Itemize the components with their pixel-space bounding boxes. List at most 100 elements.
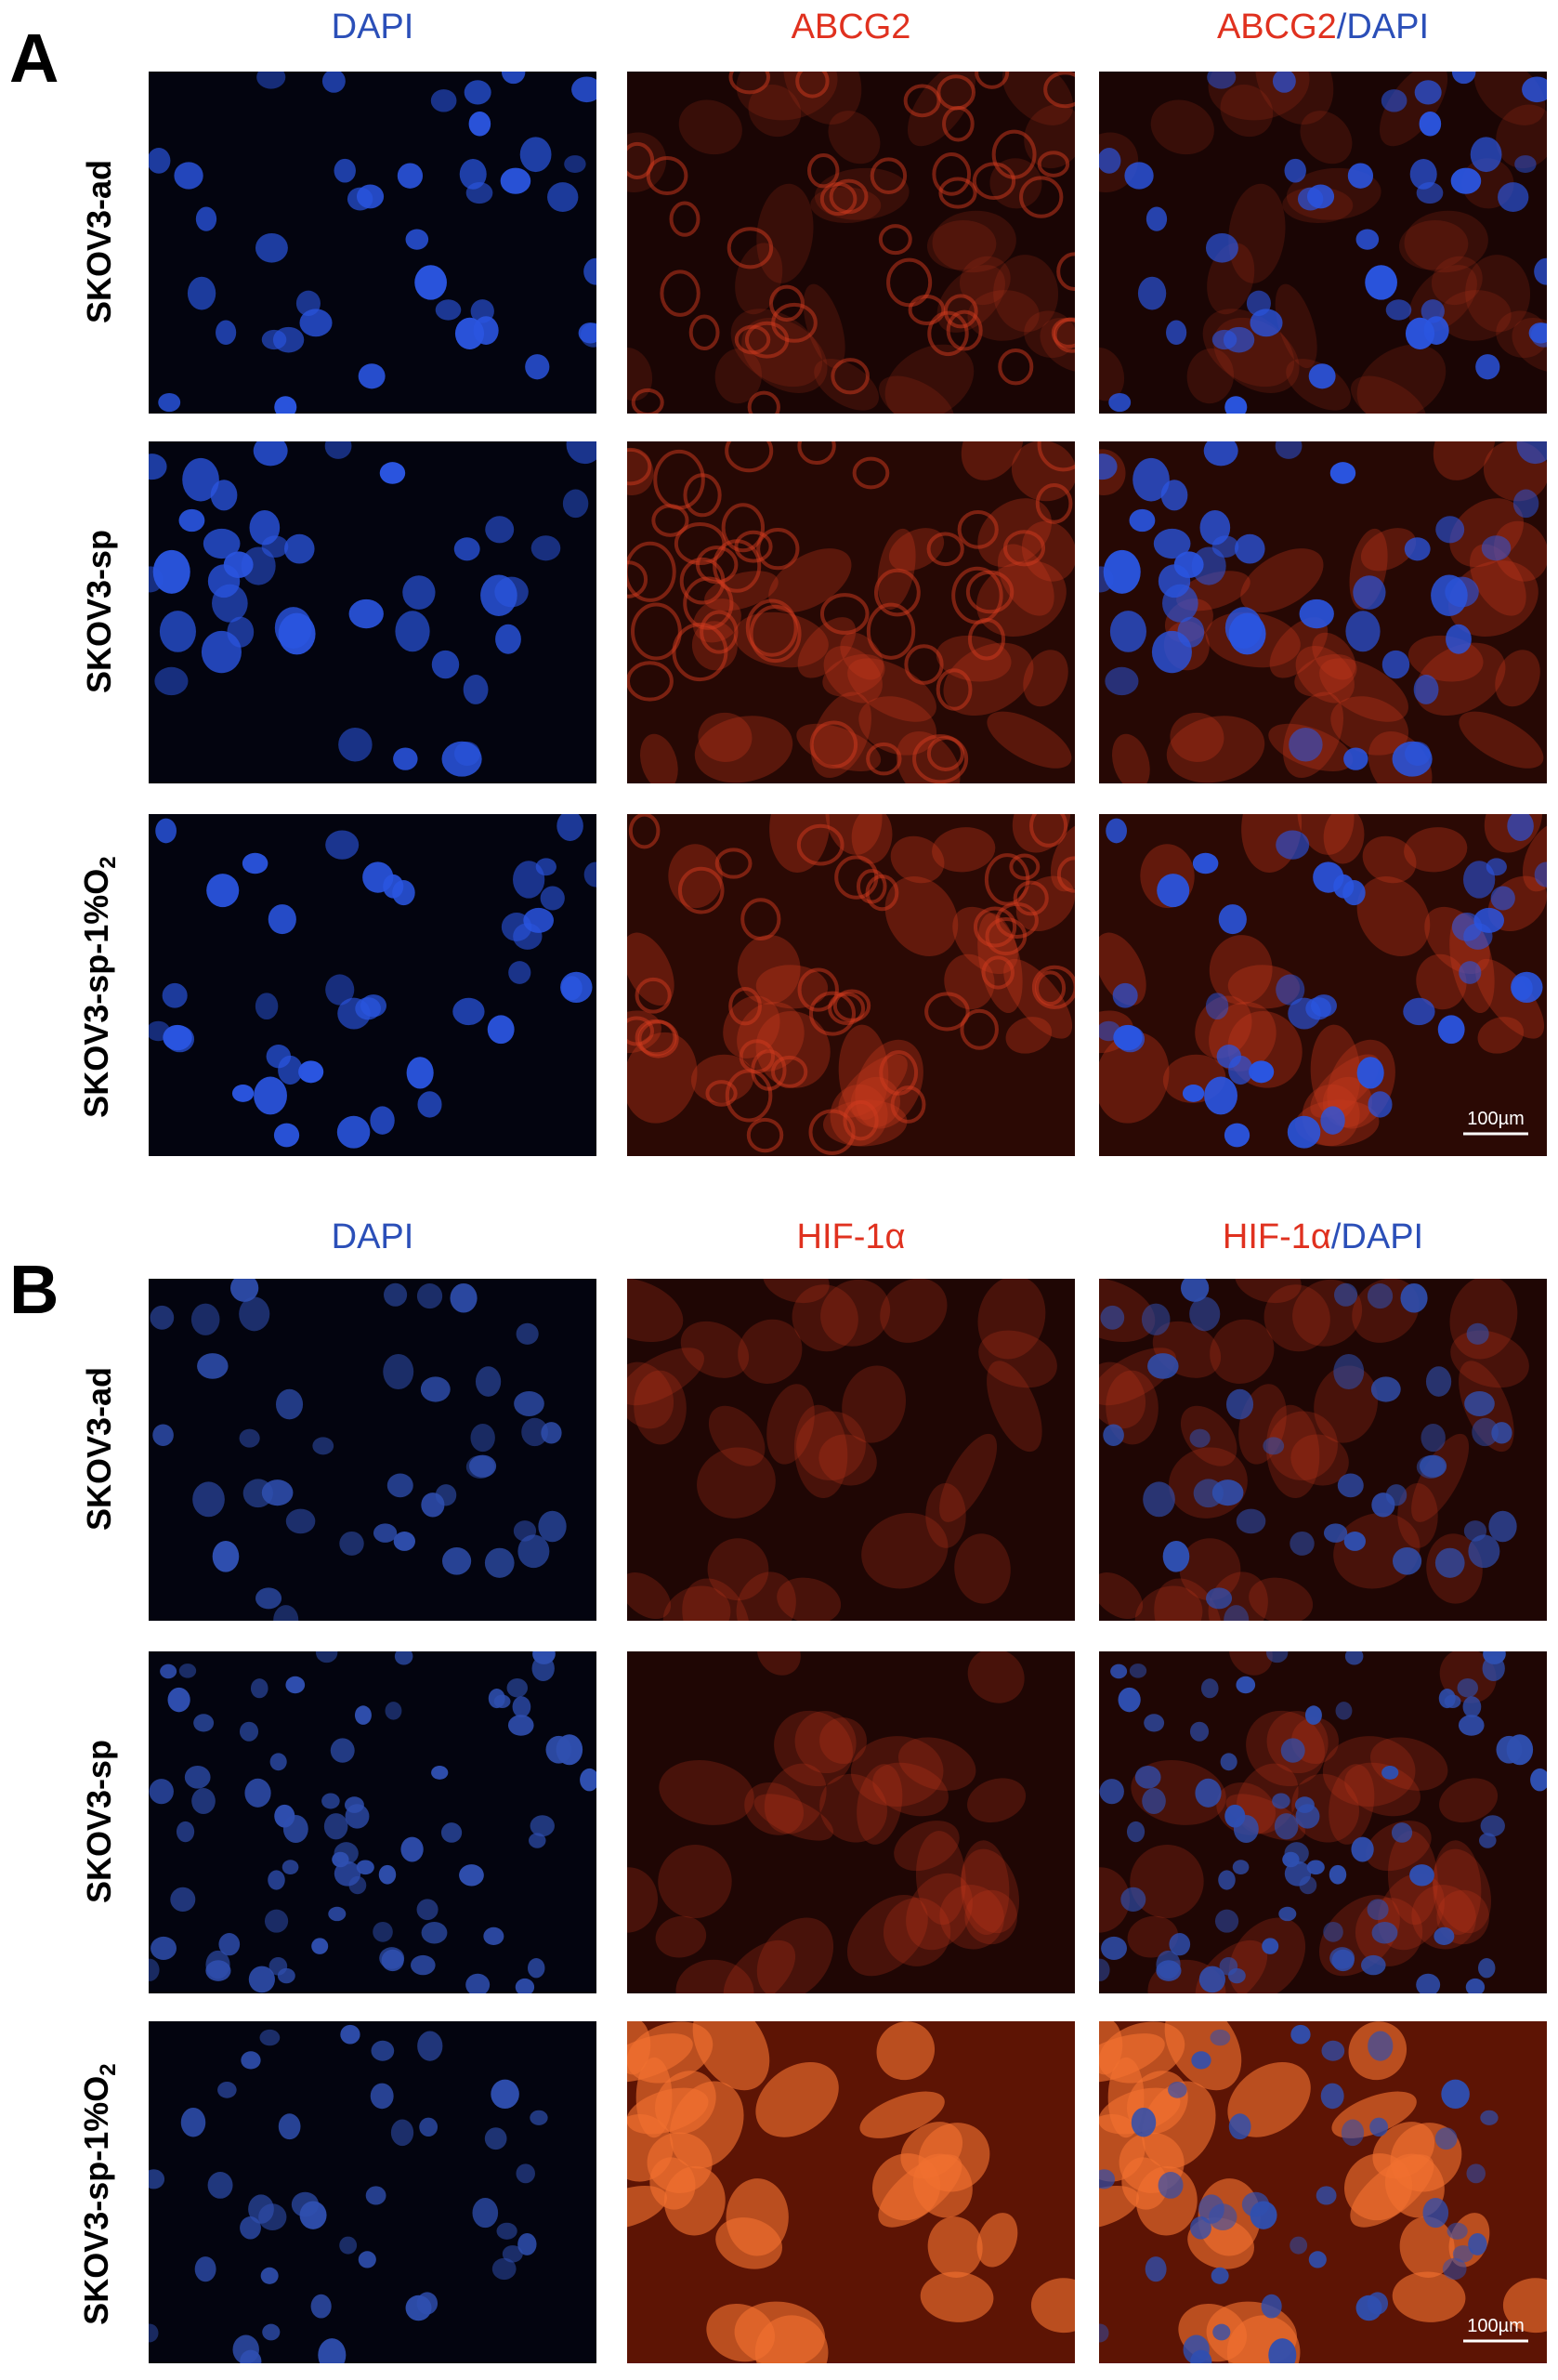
nucleus	[194, 2256, 216, 2282]
nucleus	[1368, 2031, 1394, 2061]
cytoplasm	[658, 1845, 732, 1919]
nuclear-rim	[725, 441, 774, 473]
nucleus	[1204, 1076, 1237, 1115]
nucleus	[394, 1651, 413, 1665]
nucleus	[571, 76, 596, 103]
nucleus	[1191, 2051, 1211, 2070]
nucleus	[227, 616, 255, 648]
nucleus	[345, 1796, 364, 1813]
nuclear-rim	[771, 1055, 808, 1088]
cytoplasm	[943, 642, 1034, 717]
nucleus	[484, 1547, 515, 1578]
nucleus	[465, 1455, 495, 1479]
cytoplasm	[777, 1577, 842, 1621]
cytoplasm	[748, 85, 802, 138]
micrograph	[1099, 1279, 1547, 1621]
cytoplasm	[1433, 1840, 1482, 1935]
nuclear-rim	[926, 532, 964, 567]
column-header: ABCG2	[627, 7, 1075, 47]
nucleus	[274, 1804, 295, 1828]
nucleus	[1442, 2257, 1467, 2281]
column-header: DAPI	[149, 7, 596, 47]
nucleus	[332, 1851, 349, 1868]
cytoplasm	[1314, 1365, 1379, 1443]
cytoplasm	[662, 1585, 731, 1621]
nucleus	[1367, 2292, 1389, 2315]
nucleus	[1228, 2113, 1251, 2140]
nucleus	[216, 320, 237, 346]
nucleus	[470, 299, 494, 323]
cytoplasm	[858, 696, 937, 756]
cytoplasm	[634, 1370, 687, 1445]
cytoplasm	[627, 2186, 668, 2229]
nucleus	[1431, 574, 1468, 617]
nucleus	[242, 852, 268, 874]
nuclear-rim	[1029, 814, 1068, 848]
cytoplasm	[1290, 1434, 1349, 1486]
nuclear-rim	[628, 814, 661, 849]
nucleus	[1498, 182, 1529, 212]
nucleus	[1356, 1057, 1384, 1089]
nucleus	[508, 961, 531, 984]
nucleus	[1451, 72, 1476, 85]
cytoplasm	[1411, 1885, 1476, 1950]
nucleus	[370, 2083, 394, 2110]
nucleus	[435, 1484, 457, 1506]
nucleus	[512, 1696, 531, 1718]
nucleus	[1413, 675, 1439, 704]
nuclear-rim	[870, 157, 908, 194]
nuclear-rim	[627, 1016, 655, 1046]
cytoplasm	[1005, 1017, 1053, 1054]
nucleus	[1191, 546, 1226, 585]
nucleus	[1324, 1523, 1348, 1543]
nucleus	[1126, 1821, 1146, 1843]
nucleus	[1329, 462, 1356, 484]
cytoplasm	[926, 220, 997, 270]
cytoplasm	[1130, 1845, 1204, 1919]
nucleus	[1459, 961, 1482, 984]
cytoplasm	[675, 1959, 754, 1993]
nucleus	[450, 1282, 478, 1313]
cytoplasm	[1404, 210, 1488, 273]
nucleus	[417, 1091, 442, 1118]
nucleus	[1205, 993, 1229, 1020]
nucleus	[1141, 1303, 1171, 1335]
cytoplasm	[1275, 283, 1317, 369]
nuclear-rim	[936, 668, 973, 711]
nuclear-rim	[740, 898, 781, 940]
nucleus	[419, 2117, 439, 2137]
nucleus	[336, 1115, 371, 1149]
background	[627, 72, 1075, 414]
nucleus	[1481, 535, 1512, 561]
nucleus	[182, 457, 219, 502]
nucleus	[285, 1676, 306, 1694]
nucleus	[1446, 624, 1472, 654]
nucleus	[248, 2194, 274, 2224]
nucleus	[275, 1388, 304, 1420]
nucleus	[487, 1015, 515, 1045]
nucleus	[1099, 1958, 1110, 1981]
nucleus	[1530, 1768, 1547, 1792]
nucleus	[459, 158, 487, 190]
cytoplasm	[967, 1651, 1025, 1703]
cytoplasm	[828, 111, 881, 164]
nuclear-rim	[771, 302, 818, 343]
nucleus	[441, 741, 482, 777]
nucleus	[1211, 2267, 1229, 2284]
nucleus	[163, 1024, 192, 1051]
nucleus	[1365, 265, 1397, 300]
nucleus	[1118, 1687, 1141, 1713]
nucleus	[315, 1651, 338, 1663]
cytoplasm	[755, 965, 829, 1009]
cytoplasm	[987, 711, 1072, 769]
nucleus	[217, 2081, 237, 2098]
nucleus	[1235, 533, 1265, 564]
nucleus	[386, 1473, 413, 1498]
nucleus	[1295, 1796, 1315, 1813]
background	[149, 72, 596, 414]
row-label-subscript: 2	[96, 856, 122, 869]
nucleus	[1106, 818, 1127, 844]
nucleus	[1207, 72, 1237, 89]
nucleus	[325, 830, 360, 860]
nucleus	[1404, 537, 1431, 561]
